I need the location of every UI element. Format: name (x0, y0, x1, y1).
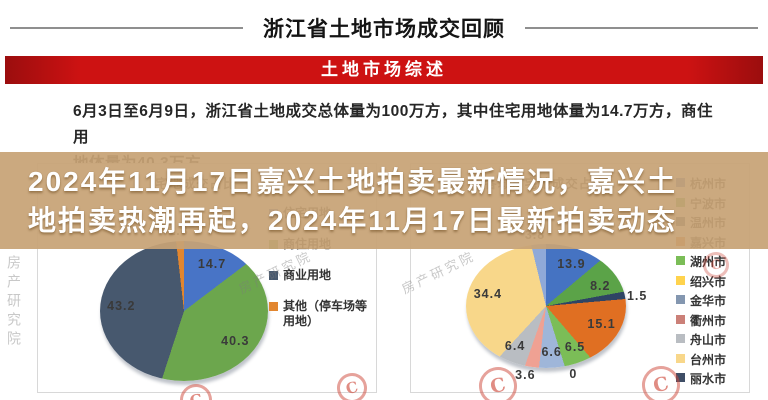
pie-value-label: 34.4 (473, 287, 503, 302)
headline-line-2: 地拍卖热潮再起，2024年11月17日最新拍卖动态 (28, 205, 678, 236)
pie-value-label: 6.4 (504, 338, 526, 353)
pie-value-label: 6.6 (541, 345, 562, 360)
legend-swatch (676, 275, 685, 285)
headline-overlay: 2024年11月17日嘉兴土地拍卖最新情况，嘉兴土 地拍卖热潮再起，2024年1… (0, 152, 768, 249)
pie-value-label: 13.9 (557, 256, 586, 271)
pie-chart-land-use (100, 241, 268, 381)
pie-value-label: 40.3 (221, 334, 250, 349)
legend-item: 湖州市 (676, 253, 748, 273)
section-banner: 土地市场综述 (5, 56, 763, 84)
legend-item: 绍兴市 (676, 273, 748, 293)
pie-value-label: 15.1 (587, 316, 616, 331)
header-rule-left (10, 27, 243, 29)
legend-label: 台州市 (690, 352, 727, 367)
pie-value-label: 43.2 (107, 298, 136, 313)
watermark-text-vertical: 房产研究院 (6, 255, 22, 350)
legend-swatch (269, 302, 278, 311)
legend-label: 衢州市 (690, 313, 727, 328)
legend-label: 湖州市 (690, 255, 727, 269)
legend-item: 其他（停车场等用地） (269, 299, 375, 329)
summary-line: 6月3日至6月9日，浙江省土地成交总体量为100万方，其中住宅用地体量为14.7… (73, 103, 714, 146)
pie-value-label: 14.7 (197, 256, 227, 271)
page-title: 浙江省土地市场成交回顾 (263, 18, 505, 41)
legend-item: 金华市 (676, 292, 748, 312)
legend-swatch (676, 256, 685, 265)
pie-value-label: 6.5 (564, 339, 586, 354)
headline-line-1: 2024年11月17日嘉兴土地拍卖最新情况，嘉兴土 (28, 166, 678, 197)
legend-swatch (676, 353, 685, 363)
pie-value-label: 1.5 (626, 289, 648, 304)
pie-chart-cities (466, 244, 626, 368)
legend-item: 丽水市 (676, 370, 748, 390)
pie-value-label: 3.6 (515, 368, 536, 383)
legend-label: 绍兴市 (690, 274, 727, 289)
legend-label: 商业用地 (283, 268, 332, 282)
legend-item: 衢州市 (676, 312, 748, 332)
legend-item: 台州市 (676, 351, 748, 371)
legend-label: 丽水市 (690, 372, 727, 386)
legend-label: 金华市 (690, 294, 727, 308)
header-rule-right (525, 27, 758, 29)
legend-item: 舟山市 (676, 331, 748, 351)
legend-swatch (676, 295, 685, 304)
legend-swatch (676, 334, 685, 343)
legend-swatch (269, 271, 278, 280)
legend-item: 商业用地 (269, 268, 375, 283)
section-banner-label: 土地市场综述 (321, 60, 447, 79)
pie-value-label: 8.2 (590, 279, 611, 294)
legend-label: 舟山市 (690, 333, 727, 347)
legend-swatch (676, 314, 685, 324)
pie-value-label: 0 (569, 367, 578, 382)
legend-label: 其他（停车场等用地） (283, 299, 368, 328)
legend-swatch (676, 373, 685, 382)
page-header: 浙江省土地市场成交回顾 (0, 0, 768, 43)
